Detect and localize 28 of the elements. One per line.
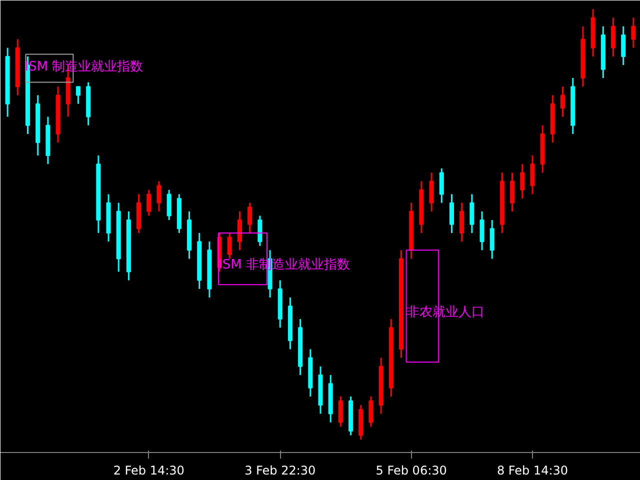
x-tick-label: 3 Feb 22:30	[244, 464, 316, 478]
candlestick	[439, 168, 444, 204]
candlestick	[248, 202, 252, 234]
candlestick	[520, 163, 525, 200]
candlestick	[237, 210, 242, 251]
x-tick-label: 8 Feb 14:30	[496, 464, 568, 478]
candlestick	[76, 86, 80, 105]
candlestick	[490, 219, 494, 260]
candlestick	[166, 189, 172, 221]
candlestick	[227, 232, 232, 260]
candlestick	[368, 396, 374, 428]
x-tick-label: 5 Feb 06:30	[376, 464, 447, 478]
candlestick	[449, 193, 454, 234]
candlestick	[258, 214, 262, 247]
candlestick	[621, 26, 626, 66]
candlestick	[560, 86, 566, 118]
candlestick	[480, 210, 484, 251]
candlestick	[429, 172, 434, 212]
candlestick	[510, 172, 515, 212]
candlestick	[530, 154, 535, 195]
candlestick	[460, 202, 464, 242]
candlestick	[470, 193, 474, 234]
candlestick	[156, 180, 162, 212]
candlestick	[631, 16, 636, 49]
x-tick-label: 2 Feb 14:30	[113, 464, 184, 478]
candlestick	[338, 396, 343, 428]
candlestick	[146, 189, 152, 216]
candlestick	[610, 16, 616, 58]
